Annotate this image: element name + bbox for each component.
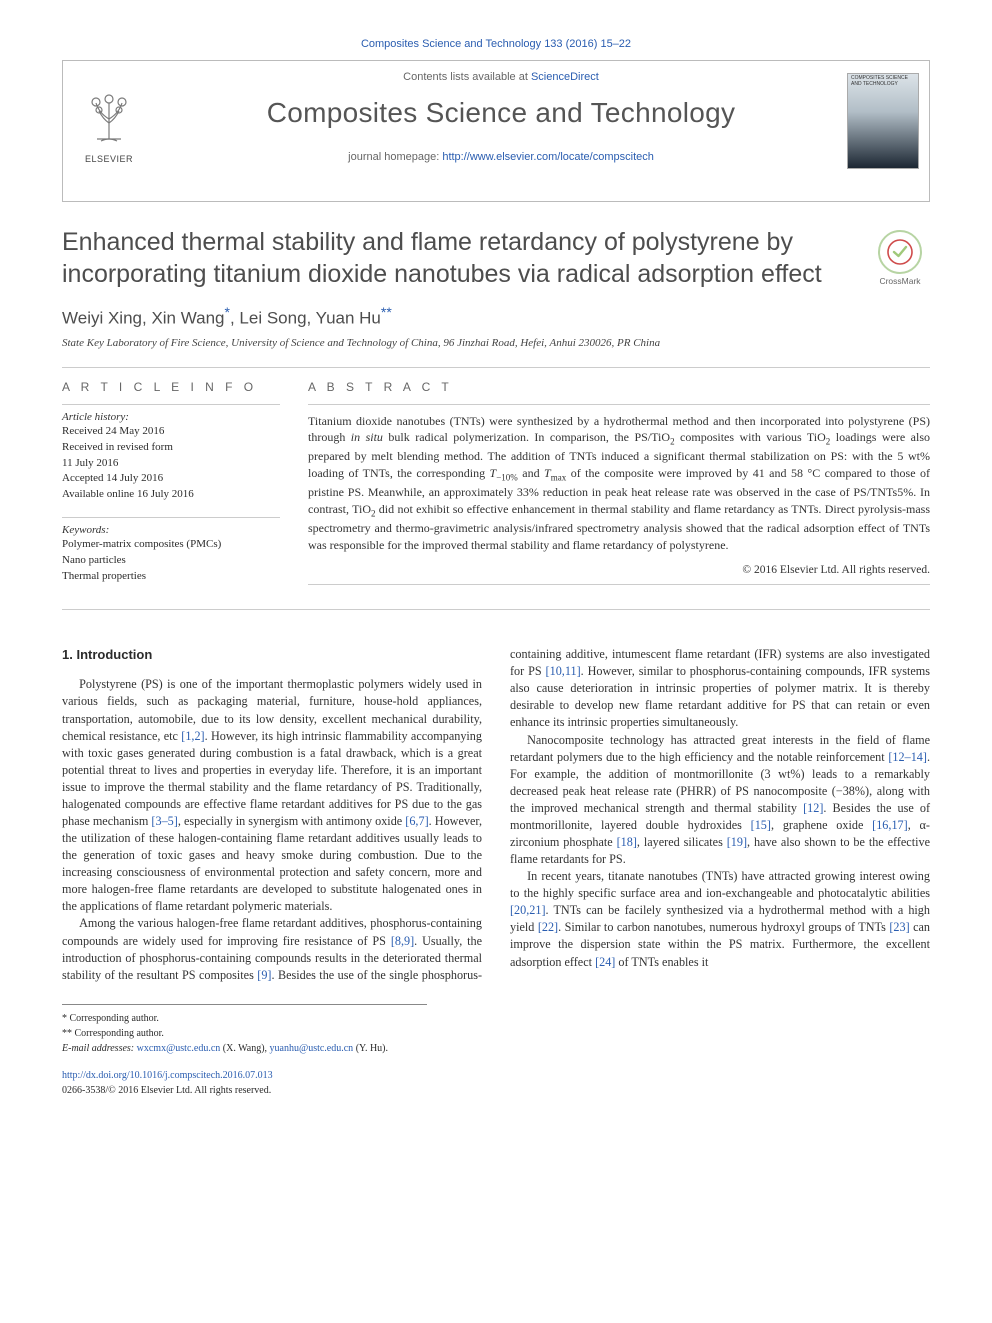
crossmark-badge-icon xyxy=(878,230,922,274)
sciencedirect-link[interactable]: ScienceDirect xyxy=(531,71,599,83)
journal-masthead: ELSEVIER Contents lists available at Sci… xyxy=(62,60,930,202)
crossmark-label: CrossMark xyxy=(870,276,930,286)
elsevier-tree-icon xyxy=(81,89,137,145)
keywords-label: Keywords: xyxy=(62,524,280,536)
body-paragraph: In recent years, titanate nanotubes (TNT… xyxy=(510,868,930,970)
keywords-list: Polymer-matrix composites (PMCs) Nano pa… xyxy=(62,537,280,585)
history-item: 11 July 2016 xyxy=(62,456,280,472)
contents-available-line: Contents lists available at ScienceDirec… xyxy=(163,71,839,83)
divider xyxy=(62,609,930,610)
divider xyxy=(308,404,930,405)
publisher-name: ELSEVIER xyxy=(73,154,145,164)
corr-note-1: * Corresponding author. xyxy=(62,1011,427,1026)
history-item: Received in revised form xyxy=(62,440,280,456)
author-list: Weiyi Xing, Xin Wang*, Lei Song, Yuan Hu… xyxy=(62,304,930,329)
body-paragraph: Nanocomposite technology has attracted g… xyxy=(510,732,930,869)
journal-name: Composites Science and Technology xyxy=(163,97,839,129)
homepage-prefix: journal homepage: xyxy=(348,151,442,163)
keyword-item: Nano particles xyxy=(62,553,280,569)
doi-link[interactable]: http://dx.doi.org/10.1016/j.compscitech.… xyxy=(62,1070,273,1081)
corresponding-author-footnotes: * Corresponding author. ** Corresponding… xyxy=(62,1004,427,1056)
article-info-column: A R T I C L E I N F O Article history: R… xyxy=(62,380,280,600)
crossmark-widget[interactable]: CrossMark xyxy=(870,230,930,286)
abstract-heading: A B S T R A C T xyxy=(308,380,930,394)
history-item: Received 24 May 2016 xyxy=(62,424,280,440)
keyword-item: Polymer-matrix composites (PMCs) xyxy=(62,537,280,553)
abstract-text: Titanium dioxide nanotubes (TNTs) were s… xyxy=(308,413,930,554)
article-history-label: Article history: xyxy=(62,411,280,423)
email-label: E-mail addresses: xyxy=(62,1043,134,1054)
article-info-heading: A R T I C L E I N F O xyxy=(62,380,280,394)
issn-copyright: 0266-3538/© 2016 Elsevier Ltd. All right… xyxy=(62,1083,930,1098)
article-history-list: Received 24 May 2016 Received in revised… xyxy=(62,424,280,504)
cover-title-text: COMPOSITES SCIENCE AND TECHNOLOGY xyxy=(848,74,918,89)
body-paragraph: Polystyrene (PS) is one of the important… xyxy=(62,676,482,915)
abstract-copyright: © 2016 Elsevier Ltd. All rights reserved… xyxy=(308,564,930,576)
journal-homepage-link[interactable]: http://www.elsevier.com/locate/compscite… xyxy=(442,151,654,163)
journal-cover-thumbnail: COMPOSITES SCIENCE AND TECHNOLOGY xyxy=(847,73,919,169)
journal-homepage-line: journal homepage: http://www.elsevier.co… xyxy=(163,151,839,163)
divider xyxy=(308,584,930,585)
history-item: Available online 16 July 2016 xyxy=(62,487,280,503)
keyword-item: Thermal properties xyxy=(62,569,280,585)
corr-note-2: ** Corresponding author. xyxy=(62,1026,427,1041)
footer-metadata: http://dx.doi.org/10.1016/j.compscitech.… xyxy=(62,1068,930,1098)
affiliation: State Key Laboratory of Fire Science, Un… xyxy=(62,337,930,349)
corr-email-2[interactable]: yuanhu@ustc.edu.cn xyxy=(270,1043,354,1054)
history-item: Accepted 14 July 2016 xyxy=(62,471,280,487)
email-line: E-mail addresses: wxcmx@ustc.edu.cn (X. … xyxy=(62,1041,427,1056)
elsevier-logo: ELSEVIER xyxy=(73,89,145,164)
section-heading: 1. Introduction xyxy=(62,646,482,664)
contents-prefix: Contents lists available at xyxy=(403,71,531,83)
article-title: Enhanced thermal stability and flame ret… xyxy=(62,226,856,290)
abstract-column: A B S T R A C T Titanium dioxide nanotub… xyxy=(308,380,930,600)
email-who-1: (X. Wang), xyxy=(220,1043,269,1054)
email-who-2: (Y. Hu). xyxy=(353,1043,388,1054)
corr-email-1[interactable]: wxcmx@ustc.edu.cn xyxy=(137,1043,221,1054)
divider xyxy=(62,367,930,368)
running-citation: Composites Science and Technology 133 (2… xyxy=(62,38,930,50)
article-body: 1. Introduction Polystyrene (PS) is one … xyxy=(62,646,930,984)
